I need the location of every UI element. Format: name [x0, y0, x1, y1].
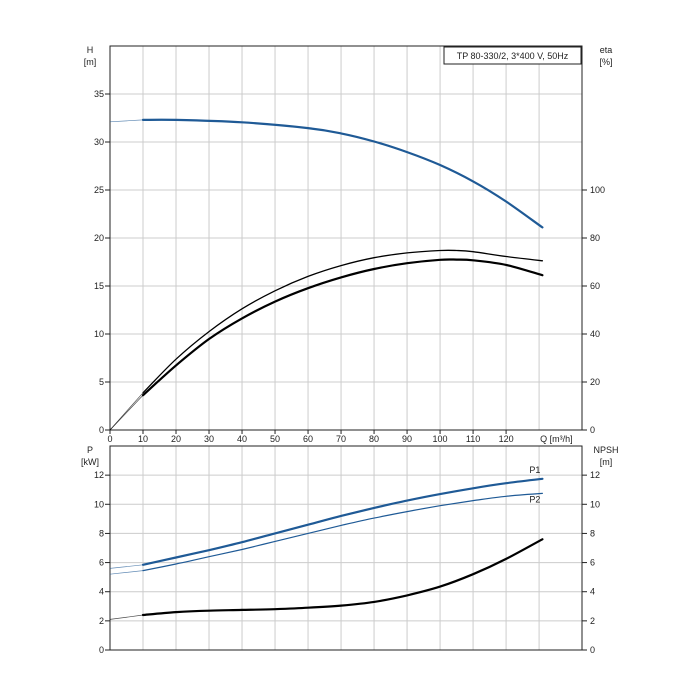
x-tick-label: 70	[336, 434, 346, 444]
chart-title: TP 80-330/2, 3*400 V, 50Hz	[457, 51, 569, 61]
y-right-tick-label: 8	[590, 528, 595, 538]
y-left-tick-label: 25	[94, 185, 104, 195]
x-tick-label: 90	[402, 434, 412, 444]
x-tick-label: 110	[466, 434, 480, 444]
x-tick-label: 100	[433, 434, 448, 444]
y-right-tick-label: 0	[590, 425, 595, 435]
y-left-tick-label: 4	[99, 587, 104, 597]
y-right-tick-label: 10	[590, 499, 600, 509]
series-extension-line	[109, 564, 144, 569]
x-tick-label: 30	[204, 434, 214, 444]
y-left-tick-label: 30	[94, 137, 104, 147]
x-tick-label: 0	[107, 434, 112, 444]
y-left-tick-label: 35	[94, 89, 104, 99]
y-right-tick-label: 4	[590, 587, 595, 597]
y-right-axis-unit: [m]	[600, 457, 613, 467]
y-left-tick-label: 10	[94, 329, 104, 339]
y-right-tick-label: 2	[590, 616, 595, 626]
y-left-tick-label: 15	[94, 281, 104, 291]
y-left-tick-label: 5	[99, 377, 104, 387]
y-right-tick-label: 6	[590, 558, 595, 568]
series-line	[141, 118, 544, 229]
x-tick-label: 120	[499, 434, 514, 444]
y-left-axis-label: H	[87, 45, 94, 55]
y-left-tick-label: 20	[94, 233, 104, 243]
series-label: P2	[529, 494, 540, 504]
y-left-tick-label: 12	[94, 470, 104, 480]
y-left-axis-unit: [kW]	[81, 457, 99, 467]
series-extension-line	[109, 570, 144, 575]
y-left-tick-label: 0	[99, 645, 104, 655]
y-left-tick-label: 0	[99, 425, 104, 435]
y-left-axis-label: P	[87, 445, 93, 455]
y-left-tick-label: 10	[94, 499, 104, 509]
plot-frame	[109, 445, 583, 651]
x-tick-label: 40	[237, 434, 247, 444]
y-left-tick-label: 2	[99, 616, 104, 626]
y-left-tick-label: 8	[99, 528, 104, 538]
series-label: P1	[529, 465, 540, 475]
y-left-axis-unit: [m]	[84, 57, 97, 67]
y-left-tick-label: 6	[99, 558, 104, 568]
series-extension-line	[109, 614, 144, 620]
y-right-tick-label: 80	[590, 233, 600, 243]
x-tick-label: 60	[303, 434, 313, 444]
series-extension-line	[109, 119, 144, 123]
series-extension-line	[109, 394, 144, 431]
y-right-tick-label: 40	[590, 329, 600, 339]
title-box	[443, 46, 582, 65]
y-right-tick-label: 60	[590, 281, 600, 291]
x-tick-label: 10	[138, 434, 148, 444]
series-line	[141, 477, 544, 566]
y-right-tick-label: 20	[590, 377, 600, 387]
y-right-axis-unit: [%]	[599, 57, 612, 67]
series-line	[141, 538, 544, 617]
series-line	[142, 249, 544, 394]
y-right-tick-label: 12	[590, 470, 600, 480]
x-tick-label: 50	[270, 434, 280, 444]
y-right-tick-label: 100	[590, 185, 605, 195]
series-line	[141, 258, 544, 397]
x-tick-label: 80	[369, 434, 379, 444]
x-axis-label: Q [m³/h]	[540, 434, 573, 444]
y-right-tick-label: 0	[590, 645, 595, 655]
y-right-axis-label: eta	[600, 45, 613, 55]
y-right-axis-label: NPSH	[593, 445, 618, 455]
x-tick-label: 20	[171, 434, 181, 444]
series-line	[142, 492, 543, 572]
